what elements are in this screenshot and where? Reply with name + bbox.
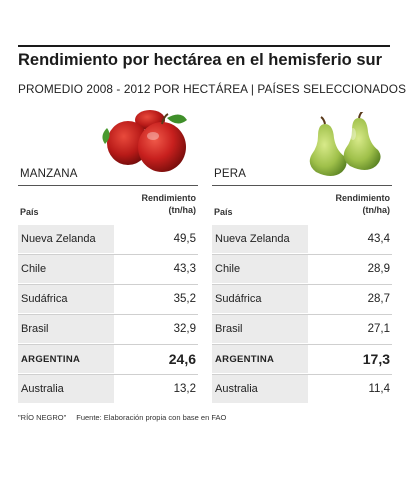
row-separator	[18, 344, 198, 345]
footer: "RÍO NEGRO" Fuente: Elaboración propia co…	[18, 413, 226, 422]
chart-title: Rendimiento por hectárea en el hemisferi…	[18, 51, 383, 69]
top-rule	[18, 45, 390, 47]
apple-table-rows: Nueva Zelanda 49,5 Chile 43,3 Sudáfrica …	[18, 225, 198, 405]
table-row: Brasil 32,9	[18, 315, 198, 345]
country-column-header: País	[214, 207, 233, 217]
country-cell: ARGENTINA	[18, 345, 114, 373]
country-cell: ARGENTINA	[212, 345, 308, 373]
panel-rule	[18, 185, 198, 186]
row-separator	[18, 314, 198, 315]
value-column-header: Rendimiento (tn/ha)	[335, 193, 390, 215]
value-cell: 28,9	[367, 263, 390, 275]
table-row-highlight: ARGENTINA 24,6	[18, 345, 198, 375]
table-row: Australia 13,2	[18, 375, 198, 405]
chart-subtitle: PROMEDIO 2008 - 2012 POR HECTÁREA | PAÍS…	[18, 82, 407, 96]
table-row: Sudáfrica 35,2	[18, 285, 198, 315]
country-cell: Brasil	[212, 315, 308, 343]
country-cell: Brasil	[18, 315, 114, 343]
value-cell: 27,1	[367, 323, 390, 335]
table-row: Australia 11,4	[212, 375, 392, 405]
country-cell: Sudáfrica	[18, 285, 114, 313]
pear-table-rows: Nueva Zelanda 43,4 Chile 28,9 Sudáfrica …	[212, 225, 392, 405]
pear-panel-title: PERA	[214, 168, 247, 180]
value-cell: 13,2	[173, 383, 196, 395]
value-cell: 43,3	[173, 263, 196, 275]
value-cell: 43,4	[367, 233, 390, 245]
table-row: Chile 28,9	[212, 255, 392, 285]
row-separator	[212, 254, 392, 255]
table-row-highlight: ARGENTINA 17,3	[212, 345, 392, 375]
table-row: Nueva Zelanda 43,4	[212, 225, 392, 255]
row-separator	[212, 284, 392, 285]
panel-rule	[212, 185, 392, 186]
footer-credit: "RÍO NEGRO"	[18, 413, 67, 422]
value-cell: 35,2	[173, 293, 196, 305]
country-cell: Chile	[212, 255, 308, 283]
country-cell: Nueva Zelanda	[18, 225, 114, 253]
value-cell: 32,9	[173, 323, 196, 335]
apple-panel-title: MANZANA	[20, 168, 78, 180]
table-row: Sudáfrica 28,7	[212, 285, 392, 315]
footer-source: Fuente: Elaboración propia con base en F…	[76, 413, 227, 422]
country-cell: Australia	[212, 375, 308, 403]
country-column-header: País	[20, 207, 39, 217]
country-cell: Chile	[18, 255, 114, 283]
value-cell: 24,6	[168, 351, 196, 367]
row-separator	[18, 284, 198, 285]
red-apples-icon	[102, 110, 187, 172]
row-separator	[212, 344, 392, 345]
row-separator	[18, 374, 198, 375]
row-separator	[18, 254, 198, 255]
row-separator	[212, 374, 392, 375]
country-cell: Australia	[18, 375, 114, 403]
value-cell: 49,5	[173, 233, 196, 245]
value-cell: 11,4	[368, 383, 390, 395]
value-column-header: Rendimiento (tn/ha)	[141, 193, 196, 215]
table-row: Chile 43,3	[18, 255, 198, 285]
country-cell: Nueva Zelanda	[212, 225, 308, 253]
table-row: Nueva Zelanda 49,5	[18, 225, 198, 255]
value-cell: 17,3	[362, 351, 390, 367]
country-cell: Sudáfrica	[212, 285, 308, 313]
row-separator	[212, 314, 392, 315]
green-pears-icon	[309, 112, 381, 176]
table-row: Brasil 27,1	[212, 315, 392, 345]
value-cell: 28,7	[367, 293, 390, 305]
